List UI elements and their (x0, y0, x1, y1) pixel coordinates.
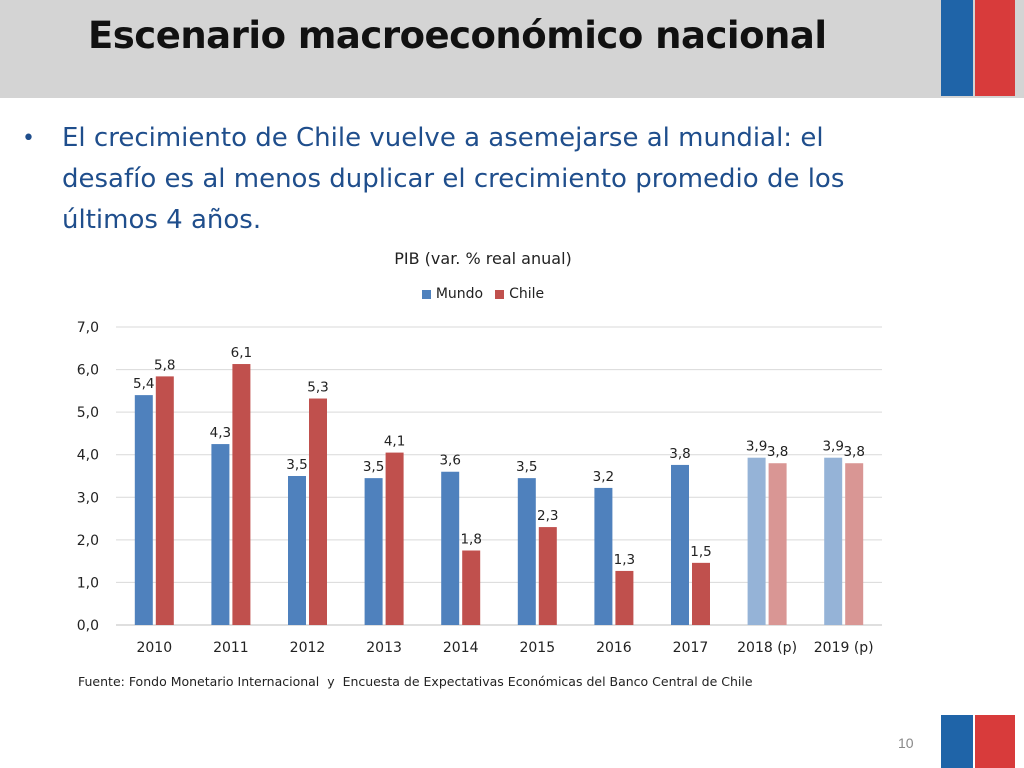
legend-swatch-chile (495, 289, 505, 299)
legend-item-chile: Chile (495, 286, 544, 302)
data-label-chile: 3,8 (767, 444, 788, 460)
legend-swatch-mundo (421, 289, 431, 299)
data-label-mundo: 3,2 (593, 469, 614, 485)
bar-mundo-2019p (824, 457, 843, 625)
flag-blue-stripe (941, 0, 973, 96)
x-tick-label: 2014 (443, 640, 479, 656)
bar-chile-2019p (845, 463, 864, 625)
data-label-mundo: 3,9 (822, 439, 843, 455)
bar-chile-2011 (232, 364, 251, 625)
bar-chile-2013 (385, 452, 404, 625)
data-label-chile: 1,5 (690, 544, 711, 560)
bullet-text: El crecimiento de Chile vuelve a asemeja… (62, 123, 845, 235)
bar-chile-2017 (692, 562, 710, 625)
data-label-chile: 1,3 (614, 552, 635, 568)
data-label-mundo: 4,3 (210, 425, 231, 441)
x-tick-label: 2012 (290, 640, 326, 656)
bullet-icon: • (22, 126, 35, 151)
data-label-chile: 5,3 (307, 380, 328, 396)
legend-label-chile: Chile (509, 286, 545, 302)
y-tick-label: 0,0 (77, 618, 99, 634)
bar-mundo-2017 (671, 464, 689, 625)
y-tick-label: 3,0 (77, 490, 99, 506)
data-label-mundo: 3,6 (439, 453, 460, 469)
chart-legend: Mundo Chile (0, 286, 966, 302)
page-number: 10 (898, 735, 914, 751)
x-tick-label: 2016 (596, 640, 632, 656)
chile-flag-decoration-bottom (941, 715, 1015, 768)
bar-chile-2018p (768, 463, 787, 625)
x-tick-label: 2015 (519, 640, 555, 656)
x-tick-label: 2019 (p) (814, 640, 874, 656)
data-label-mundo: 3,5 (516, 459, 537, 475)
bar-chile-2015 (538, 527, 557, 625)
legend-item-mundo: Mundo (421, 286, 484, 302)
bar-mundo-2012 (288, 476, 306, 625)
bar-mundo-2011 (211, 444, 230, 625)
bar-mundo-2014 (441, 471, 460, 625)
flag-red-stripe (975, 715, 1015, 768)
bar-chile-2016 (615, 570, 634, 625)
y-tick-label: 4,0 (77, 448, 99, 464)
x-tick-label: 2018 (p) (737, 640, 797, 656)
y-tick-label: 2,0 (77, 533, 99, 549)
x-tick-label: 2013 (366, 640, 402, 656)
bullet-point: • El crecimiento de Chile vuelve a aseme… (22, 118, 902, 241)
bar-mundo-2013 (364, 478, 383, 625)
data-label-chile: 4,1 (384, 434, 405, 450)
data-label-chile: 2,3 (537, 508, 558, 524)
bar-mundo-2015 (517, 478, 536, 625)
data-label-mundo: 3,5 (363, 459, 384, 475)
y-tick-label: 6,0 (77, 363, 99, 379)
source-note: Fuente: Fondo Monetario Internacional y … (78, 674, 753, 689)
data-label-chile: 3,8 (843, 444, 864, 460)
data-label-chile: 6,1 (231, 345, 252, 361)
x-tick-label: 2010 (136, 640, 172, 656)
data-label-mundo: 3,8 (669, 446, 690, 462)
bar-chile-2012 (309, 398, 327, 625)
bar-chile-2014 (462, 550, 481, 625)
flag-red-stripe (975, 0, 1015, 96)
data-label-mundo: 5,4 (133, 376, 154, 392)
data-label-mundo: 3,5 (286, 457, 307, 473)
legend-label-mundo: Mundo (435, 286, 484, 302)
data-label-chile: 5,8 (154, 357, 175, 373)
y-tick-label: 5,0 (77, 405, 99, 421)
x-tick-label: 2011 (213, 640, 249, 656)
flag-blue-stripe (941, 715, 973, 768)
y-tick-label: 1,0 (77, 575, 99, 591)
title-band (0, 0, 1024, 98)
data-label-chile: 1,8 (460, 532, 481, 548)
bar-mundo-2018p (747, 457, 766, 625)
bar-mundo-2016 (594, 487, 613, 625)
chart-title: PIB (var. % real anual) (394, 249, 572, 268)
slide-title: Escenario macroeconómico nacional (88, 14, 827, 57)
bar-chile-2010 (155, 376, 174, 625)
y-tick-label: 7,0 (77, 320, 99, 336)
data-label-mundo: 3,9 (746, 439, 767, 455)
x-tick-label: 2017 (673, 640, 709, 656)
chile-flag-decoration-top (941, 0, 1015, 96)
bar-mundo-2010 (134, 395, 153, 625)
